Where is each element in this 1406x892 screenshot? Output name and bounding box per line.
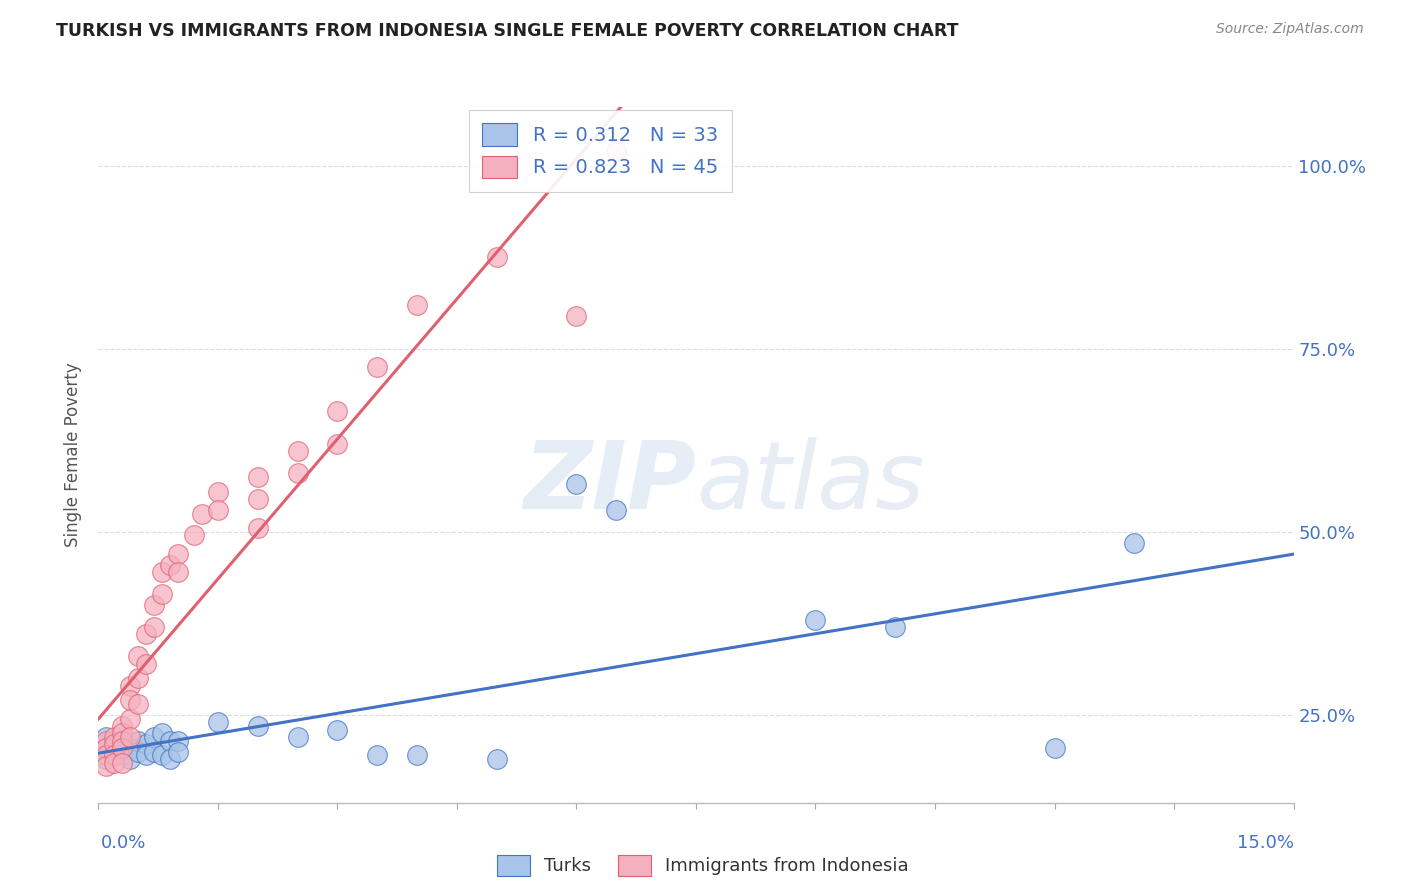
Text: 0.0%: 0.0% (101, 834, 146, 852)
Point (287, 444, 309, 458)
Point (120, 693, 142, 707)
Point (207, 715, 229, 730)
Point (143, 620, 166, 634)
Point (111, 740, 134, 755)
Point (150, 726, 173, 740)
Point (135, 657, 157, 671)
Point (96, 752, 118, 766)
Point (127, 649, 149, 664)
Point (103, 733, 125, 747)
Point (167, 745, 190, 759)
Point (246, 491, 269, 506)
Point (111, 726, 134, 740)
Point (159, 752, 181, 766)
Point (111, 737, 134, 751)
Point (159, 733, 181, 747)
Point (485, 752, 508, 766)
Point (103, 748, 125, 763)
Text: 15.0%: 15.0% (1236, 834, 1294, 852)
Point (605, 144, 627, 158)
Point (120, 752, 142, 766)
Text: TURKISH VS IMMIGRANTS FROM INDONESIA SINGLE FEMALE POVERTY CORRELATION CHART: TURKISH VS IMMIGRANTS FROM INDONESIA SIN… (56, 22, 959, 40)
Point (191, 507, 214, 521)
Point (207, 484, 229, 499)
Point (143, 598, 166, 612)
Point (326, 404, 349, 418)
Point (406, 748, 429, 763)
Point (127, 671, 149, 685)
Point (167, 733, 190, 747)
Point (287, 467, 309, 481)
Point (246, 521, 269, 535)
Point (120, 730, 142, 744)
Point (366, 748, 388, 763)
Point (246, 719, 269, 733)
Point (96, 759, 118, 773)
Legend: Turks, Immigrants from Indonesia: Turks, Immigrants from Indonesia (489, 847, 917, 883)
Point (287, 730, 309, 744)
Point (884, 620, 907, 634)
Point (96, 733, 118, 747)
Point (246, 470, 269, 484)
Point (96, 730, 118, 744)
Point (1123, 536, 1146, 550)
Point (111, 756, 134, 770)
Text: Source: ZipAtlas.com: Source: ZipAtlas.com (1216, 22, 1364, 37)
Point (1043, 740, 1066, 755)
Point (135, 748, 157, 763)
Point (167, 565, 190, 579)
Text: ZIP: ZIP (523, 437, 696, 529)
Point (111, 719, 134, 733)
Point (103, 730, 125, 744)
Point (565, 477, 588, 491)
Legend: R = 0.312   N = 33, R = 0.823   N = 45: R = 0.312 N = 33, R = 0.823 N = 45 (468, 110, 733, 192)
Point (103, 737, 125, 751)
Point (111, 733, 134, 747)
Point (103, 756, 125, 770)
Point (605, 503, 627, 517)
Point (804, 613, 827, 627)
Point (565, 309, 588, 323)
Point (96, 748, 118, 763)
Point (167, 547, 190, 561)
Point (159, 558, 181, 572)
Point (485, 250, 508, 264)
Point (143, 730, 166, 744)
Point (127, 733, 149, 747)
Point (406, 298, 429, 312)
Point (326, 723, 349, 737)
Point (127, 745, 149, 759)
Point (150, 587, 173, 601)
Text: atlas: atlas (696, 437, 924, 528)
Point (150, 748, 173, 763)
Point (366, 359, 388, 374)
Point (120, 679, 142, 693)
Point (207, 503, 229, 517)
Point (143, 745, 166, 759)
Point (135, 737, 157, 751)
Y-axis label: Single Female Poverty: Single Female Poverty (65, 363, 83, 547)
Point (120, 740, 142, 755)
Point (127, 697, 149, 711)
Point (120, 712, 142, 726)
Point (183, 528, 205, 542)
Point (150, 565, 173, 579)
Point (326, 437, 349, 451)
Point (111, 748, 134, 763)
Point (135, 627, 157, 641)
Point (103, 748, 125, 763)
Point (96, 740, 118, 755)
